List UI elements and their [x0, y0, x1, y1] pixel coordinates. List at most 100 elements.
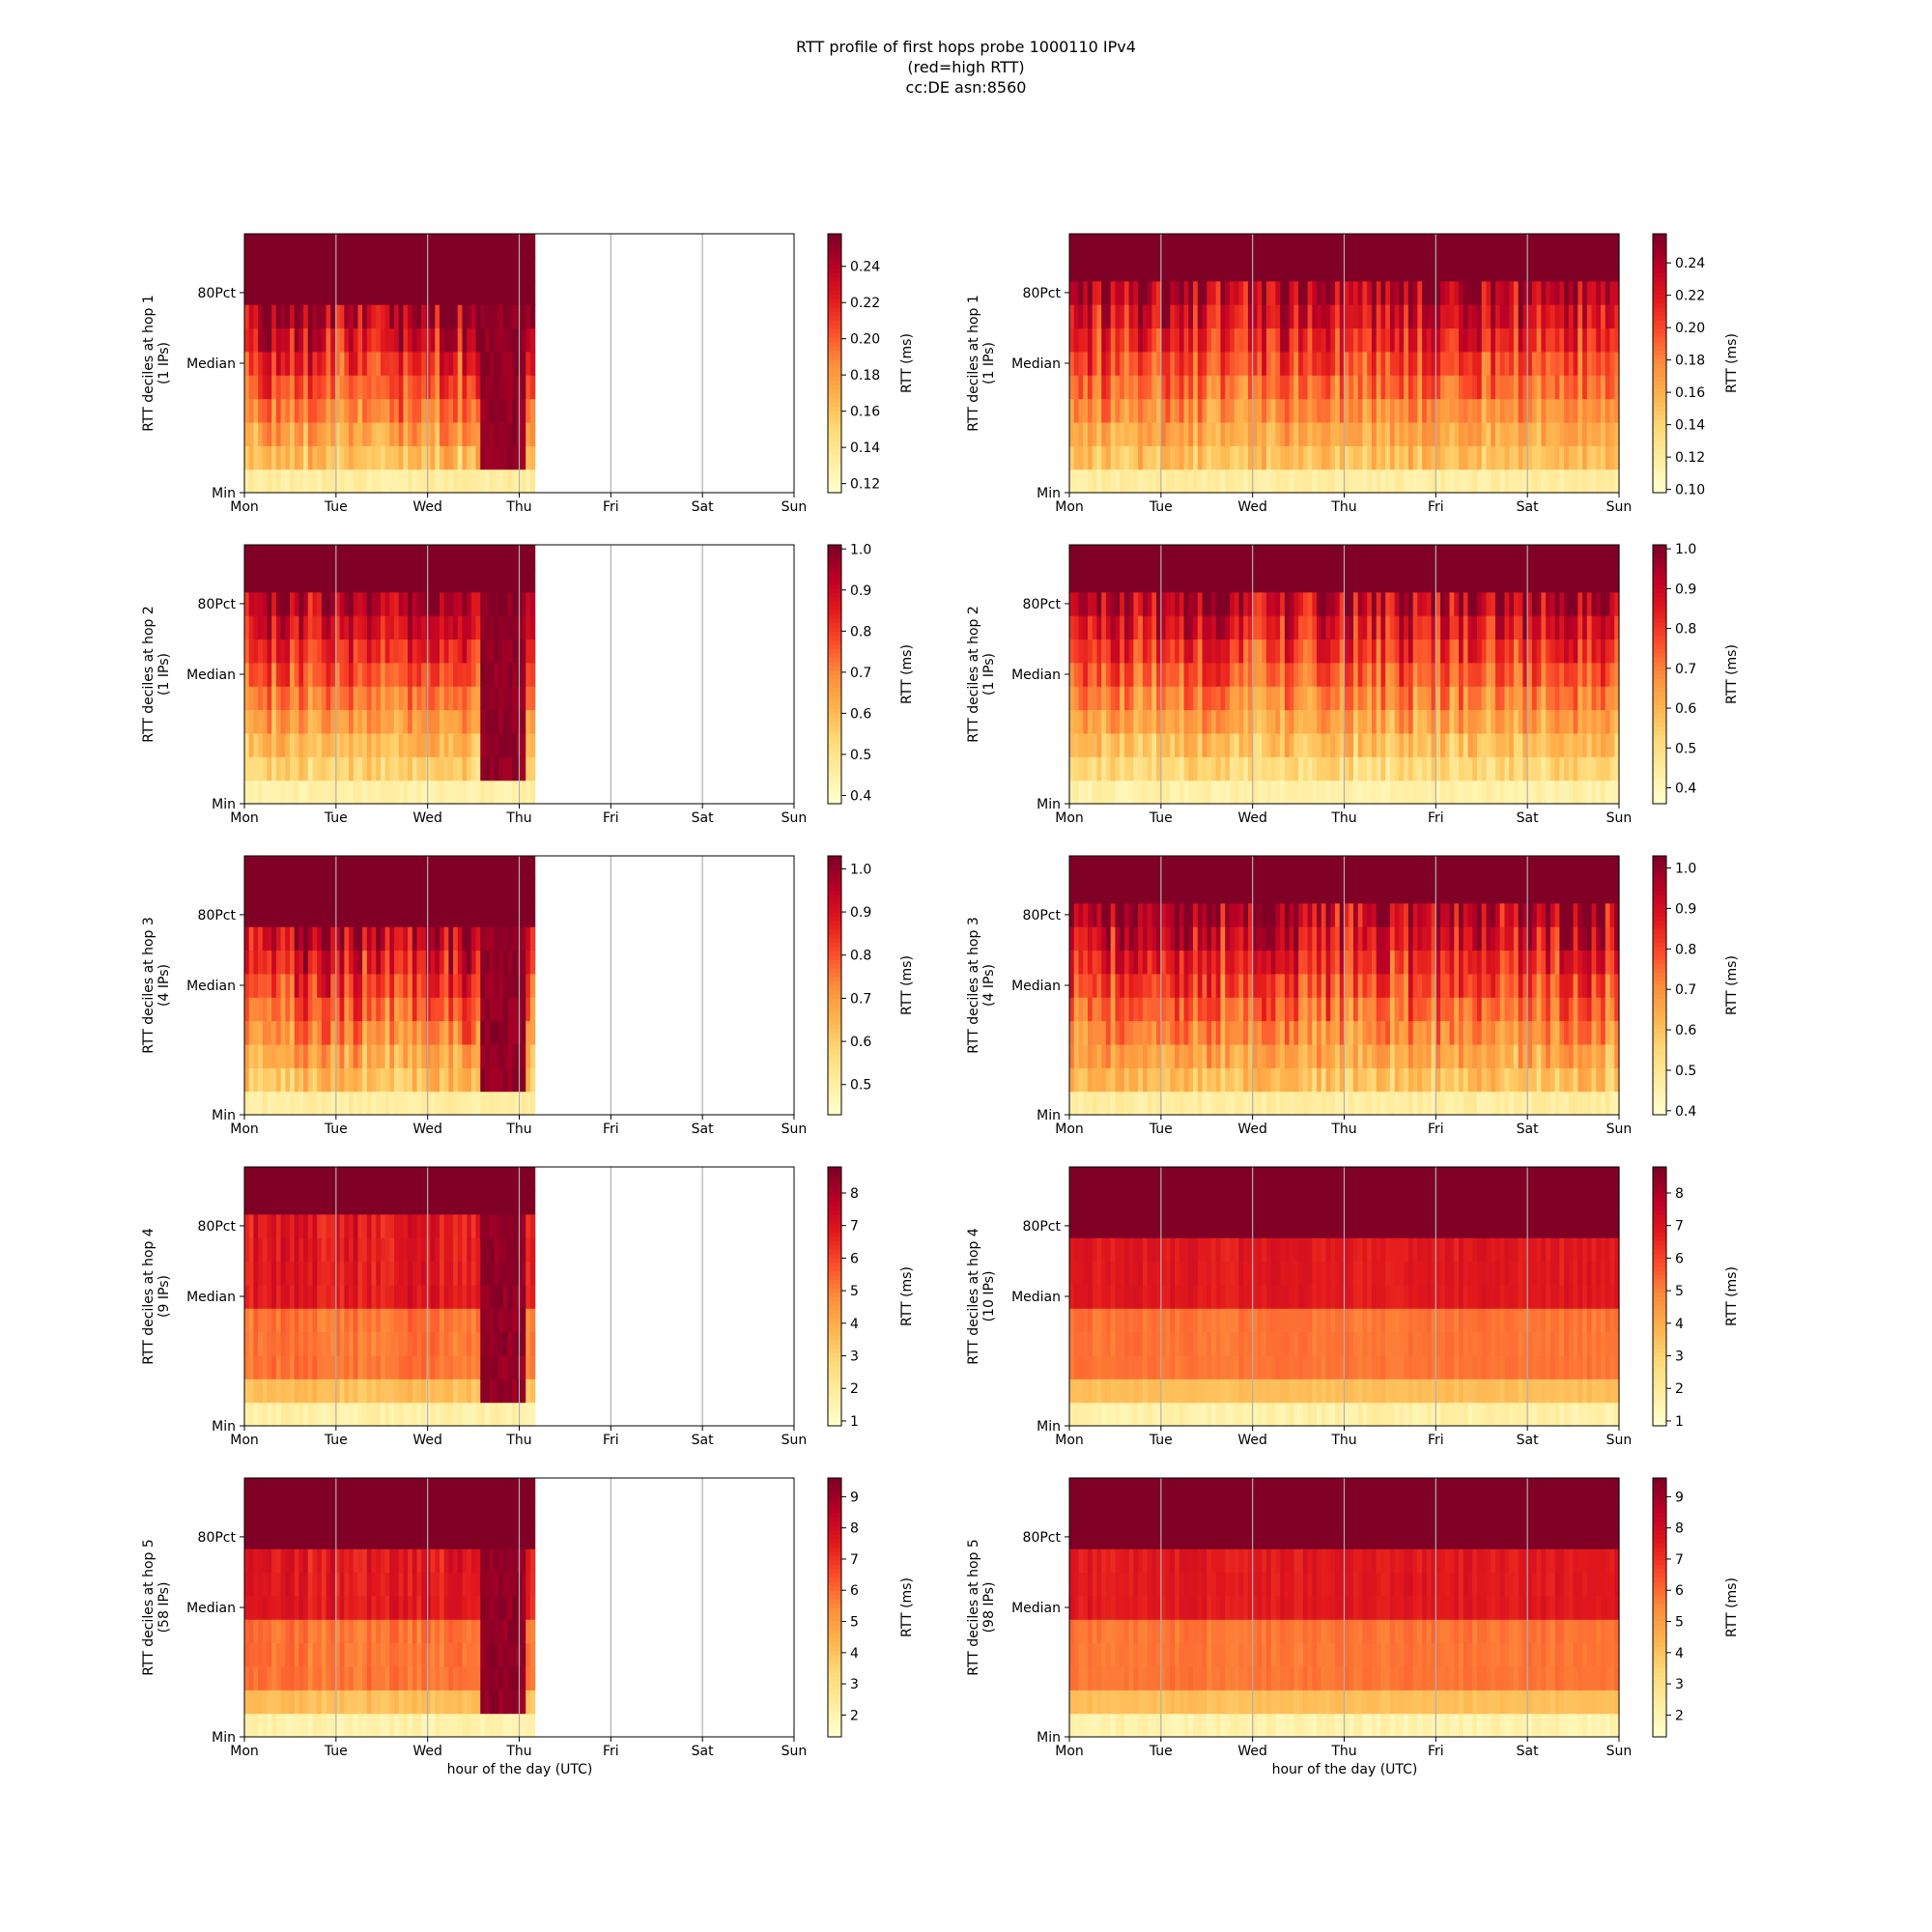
colorbar-segment: [1653, 790, 1666, 796]
heatmap-cell: [1568, 568, 1575, 593]
heatmap-cell: [1215, 545, 1222, 569]
heatmap-cell: [1454, 234, 1460, 258]
heatmap-cell: [1330, 568, 1336, 593]
heatmap-cell: [1335, 375, 1341, 400]
heatmap-cell: [435, 234, 440, 258]
heatmap-cell: [1531, 756, 1538, 781]
heatmap-cell: [1549, 375, 1556, 400]
heatmap-cell: [1210, 469, 1217, 494]
colorbar-segment: [1653, 643, 1666, 649]
colorbar-segment: [1653, 367, 1666, 373]
heatmap-cell: [439, 545, 445, 569]
heatmap-cell: [1385, 686, 1391, 711]
heatmap-cell: [1128, 639, 1134, 664]
heatmap-cell: [1147, 304, 1152, 329]
heatmap-cell: [1412, 398, 1418, 423]
heatmap-cell: [1151, 686, 1157, 711]
colorbar-segment: [828, 545, 841, 551]
heatmap-cell: [1147, 257, 1152, 282]
heatmap-cell: [1389, 686, 1396, 711]
heatmap-cell: [1399, 568, 1405, 593]
heatmap-cell: [289, 973, 296, 998]
heatmap-cell: [1179, 615, 1185, 640]
heatmap-cell: [312, 1067, 318, 1093]
heatmap-cell: [321, 879, 327, 904]
heatmap-cell: [280, 421, 286, 446]
heatmap-cell: [253, 615, 259, 640]
heatmap-cell: [1596, 375, 1602, 400]
heatmap-cell: [1435, 421, 1441, 446]
colorbar-segment: [1653, 725, 1666, 731]
heatmap-cell: [244, 280, 250, 305]
heatmap-cell: [1165, 445, 1171, 470]
y-tick-label-80pct: 80Pct: [1023, 597, 1062, 612]
heatmap-cell: [1215, 639, 1222, 664]
heatmap-cell: [1210, 257, 1217, 282]
heatmap-cell: [376, 879, 382, 904]
heatmap-cell: [1207, 375, 1212, 400]
heatmap-cell: [1293, 568, 1299, 593]
heatmap-cell: [312, 351, 318, 376]
heatmap-cell: [294, 257, 299, 282]
heatmap-cell: [267, 469, 272, 494]
heatmap-cell: [1270, 709, 1276, 734]
heatmap-cell: [526, 662, 531, 687]
heatmap-cell: [1252, 327, 1259, 353]
heatmap-cell: [357, 639, 363, 664]
heatmap-cell: [1531, 591, 1538, 616]
colorbar-segment: [828, 657, 841, 663]
heatmap-cell: [1257, 469, 1263, 494]
heatmap-cell: [1289, 545, 1294, 569]
heatmap-cell: [1417, 732, 1423, 757]
heatmap-cell: [507, 375, 513, 400]
heatmap-cell: [1344, 709, 1350, 734]
heatmap-cell: [394, 879, 400, 904]
heatmap-cell: [339, 591, 345, 616]
heatmap-cell: [1614, 304, 1620, 329]
colorbar-segment: [828, 324, 841, 329]
heatmap-cell: [475, 615, 481, 640]
heatmap-cell: [1344, 568, 1350, 593]
heatmap-cell: [267, 662, 272, 687]
heatmap-cell: [502, 780, 509, 805]
heatmap-cell: [1225, 709, 1231, 734]
heatmap-cell: [403, 902, 409, 927]
heatmap-cell: [502, 568, 509, 593]
heatmap-cell: [349, 591, 355, 616]
heatmap-cell: [1491, 398, 1496, 423]
heatmap-cell: [403, 280, 409, 305]
heatmap-cell: [1522, 280, 1528, 305]
heatmap-cell: [1367, 351, 1373, 376]
heatmap-cell: [1494, 445, 1501, 470]
heatmap-cell: [462, 375, 468, 400]
colorbar-segment: [1653, 346, 1666, 352]
colorbar-segment: [828, 752, 841, 757]
heatmap-cell: [1170, 234, 1176, 258]
heatmap-cell: [1385, 756, 1391, 781]
heatmap-cell: [1238, 375, 1244, 400]
heatmap-cell: [267, 568, 272, 593]
heatmap-cell: [443, 327, 449, 353]
heatmap-cell: [1394, 615, 1400, 640]
heatmap-cell: [1380, 568, 1386, 593]
colorbar-segment: [1653, 238, 1666, 243]
heatmap-cell: [394, 234, 400, 258]
heatmap-cell: [1367, 257, 1373, 282]
heatmap-cell: [1078, 709, 1084, 734]
heatmap-cell: [1449, 639, 1455, 664]
heatmap-cell: [1101, 639, 1107, 664]
heatmap-cell: [285, 997, 291, 1022]
heatmap-cell: [1559, 257, 1565, 282]
heatmap-cell: [1444, 469, 1451, 494]
heatmap-cell: [1362, 639, 1368, 664]
heatmap-cell: [1426, 257, 1433, 282]
heatmap-cell: [408, 1067, 413, 1093]
heatmap-cell: [1601, 351, 1606, 376]
heatmap-cell: [1459, 568, 1464, 593]
heatmap-cell: [1160, 351, 1167, 376]
heatmap-cell: [1183, 257, 1189, 282]
heatmap-cell: [1289, 445, 1294, 470]
heatmap-cell: [1431, 234, 1436, 258]
heatmap-cell: [470, 780, 477, 805]
heatmap-cell: [1123, 780, 1130, 805]
